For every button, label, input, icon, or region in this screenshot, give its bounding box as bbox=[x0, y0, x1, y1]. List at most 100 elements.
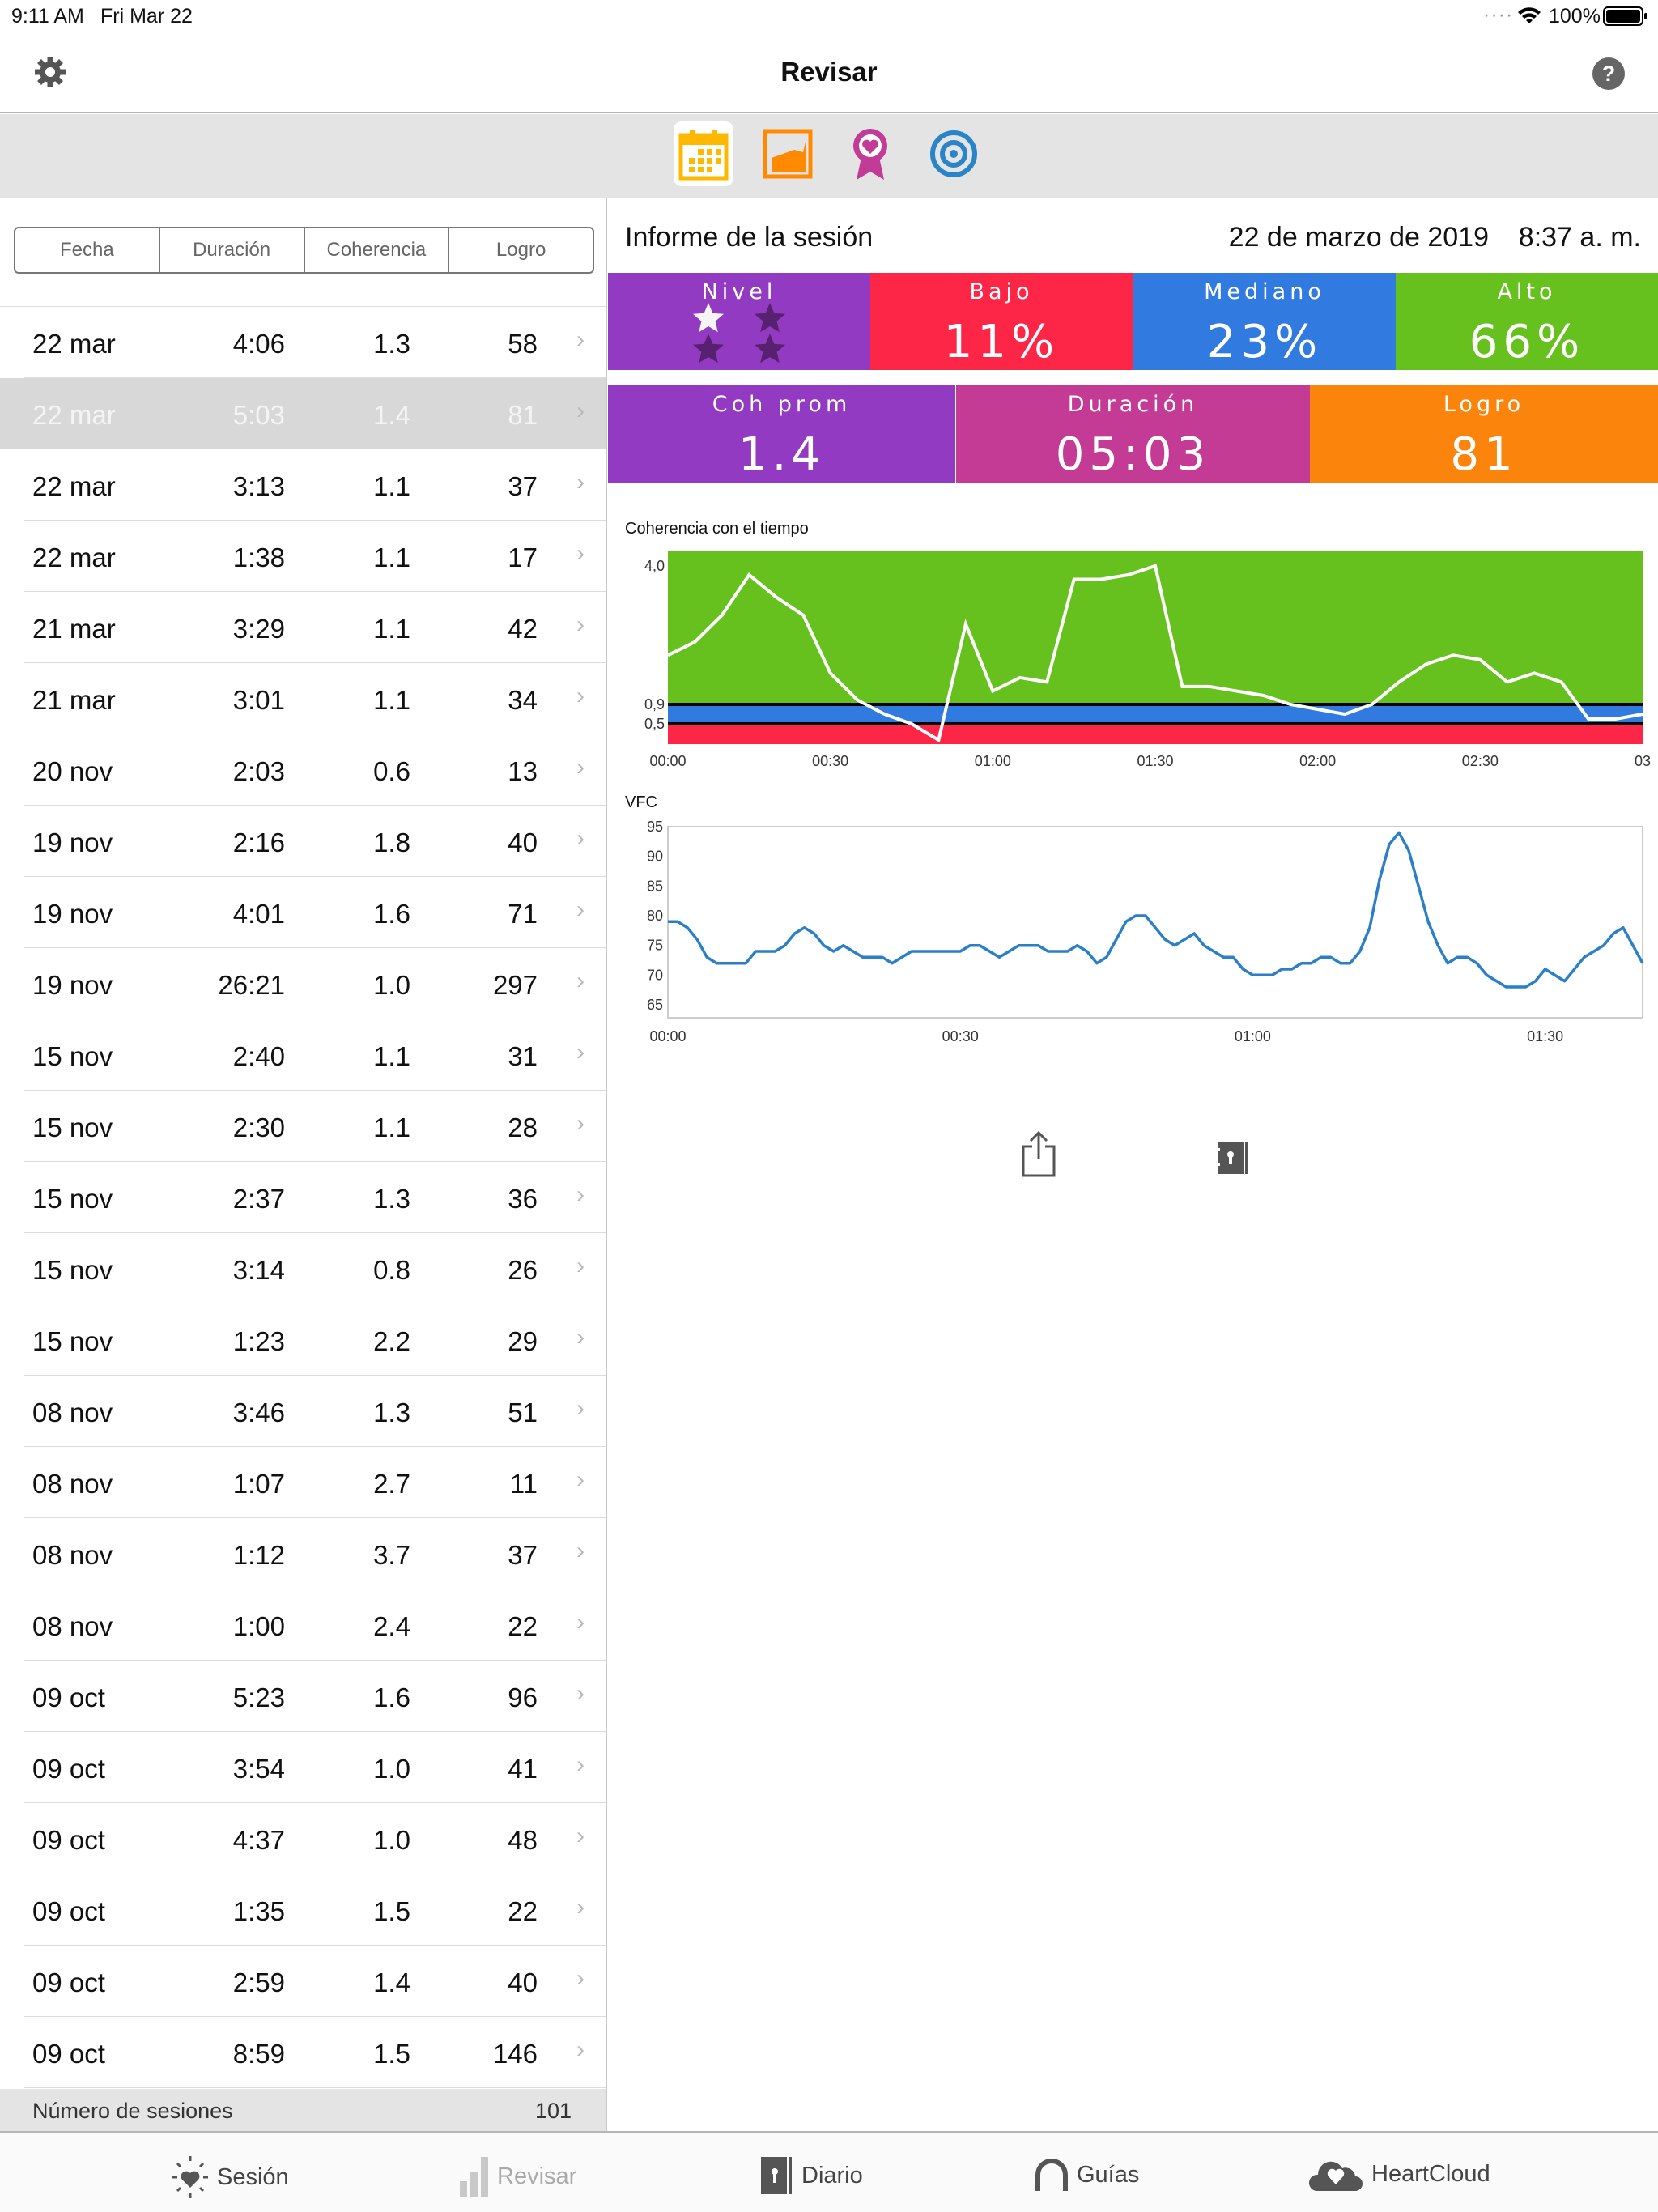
chevron-right-icon: › bbox=[576, 683, 585, 709]
award-ribbon-icon bbox=[853, 129, 887, 180]
session-coherence: 1.6 bbox=[373, 1682, 410, 1712]
high-value: 66% bbox=[1469, 316, 1585, 368]
low-value: 11% bbox=[943, 316, 1060, 368]
session-coherence: 1.3 bbox=[373, 1184, 410, 1214]
session-row[interactable]: 09 oct 4:37 1.0 48 › bbox=[0, 1803, 606, 1874]
calendar-icon bbox=[678, 130, 729, 181]
chevron-right-icon: › bbox=[576, 540, 585, 567]
chevron-right-icon: › bbox=[576, 1538, 585, 1564]
tab-review[interactable]: Revisar bbox=[458, 2155, 576, 2197]
session-date: 15 nov bbox=[32, 1326, 113, 1356]
session-row[interactable]: 19 nov 2:16 1.8 40 › bbox=[0, 806, 606, 877]
help-icon[interactable]: ? bbox=[1592, 57, 1626, 91]
session-date: 08 nov bbox=[32, 1540, 113, 1570]
session-duration: 26:21 bbox=[218, 970, 285, 1000]
session-duration: 2:37 bbox=[232, 1184, 285, 1214]
gear-icon[interactable] bbox=[32, 54, 68, 90]
chevron-right-icon: › bbox=[576, 1181, 585, 1208]
session-coherence: 3.7 bbox=[373, 1540, 410, 1570]
session-coherence: 1.1 bbox=[373, 471, 410, 501]
goals-tab[interactable] bbox=[924, 121, 984, 186]
tab-journal[interactable]: Diario bbox=[759, 2155, 863, 2196]
level-stars bbox=[693, 303, 785, 364]
session-duration: 8:59 bbox=[232, 2039, 285, 2069]
star-empty-icon bbox=[755, 303, 785, 333]
tab-heartcloud-label: HeartCloud bbox=[1371, 2160, 1490, 2187]
journal-icon[interactable] bbox=[1214, 1140, 1250, 1176]
y-tick-label: 65 bbox=[647, 997, 663, 1013]
session-coherence: 1.6 bbox=[373, 899, 410, 929]
report-time: 8:37 a. m. bbox=[1518, 222, 1641, 253]
session-row[interactable]: 08 nov 1:12 3.7 37 › bbox=[0, 1518, 606, 1589]
session-row[interactable]: 15 nov 3:14 0.8 26 › bbox=[0, 1233, 606, 1304]
session-row[interactable]: 09 oct 8:59 1.5 146 › bbox=[0, 2017, 606, 2088]
session-row[interactable]: 09 oct 2:59 1.4 40 › bbox=[0, 1946, 606, 2017]
session-row[interactable]: 09 oct 1:35 1.5 22 › bbox=[0, 1874, 606, 1946]
sort-by-duration[interactable]: Duración bbox=[160, 228, 305, 272]
x-tick-label: 01:00 bbox=[1235, 1028, 1271, 1044]
wifi-icon bbox=[1518, 7, 1541, 24]
session-coherence: 1.1 bbox=[373, 1112, 410, 1142]
high-coherence-tile: Alto 66% bbox=[1396, 273, 1658, 370]
session-row[interactable]: 08 nov 3:46 1.3 51 › bbox=[0, 1376, 606, 1447]
x-tick-label: 01:30 bbox=[1527, 1028, 1563, 1044]
trend-tab[interactable] bbox=[758, 121, 818, 186]
session-coherence: 1.1 bbox=[373, 1041, 410, 1071]
y-tick-label: 95 bbox=[647, 819, 663, 835]
chevron-right-icon: › bbox=[576, 1039, 585, 1066]
session-row[interactable]: 08 nov 1:07 2.7 11 › bbox=[0, 1447, 606, 1518]
share-icon[interactable] bbox=[1020, 1130, 1057, 1177]
session-duration: 3:14 bbox=[232, 1255, 285, 1285]
session-score: 297 bbox=[492, 970, 538, 1000]
chevron-right-icon: › bbox=[576, 825, 585, 852]
medium-coherence-tile: Mediano 23% bbox=[1133, 273, 1396, 370]
session-row[interactable]: 09 oct 5:23 1.6 96 › bbox=[0, 1661, 606, 1732]
x-tick-label: 00:00 bbox=[649, 1028, 686, 1044]
session-row[interactable]: 08 nov 1:00 2.4 22 › bbox=[0, 1589, 606, 1661]
calendar-tab[interactable] bbox=[674, 121, 733, 186]
session-row[interactable]: 21 mar 3:01 1.1 34 › bbox=[0, 663, 606, 734]
low-label: Bajo bbox=[969, 279, 1034, 304]
signal-icon: ···· bbox=[1483, 3, 1514, 26]
sort-by-coherence[interactable]: Coherencia bbox=[305, 228, 450, 272]
session-row[interactable]: 19 nov 26:21 1.0 297 › bbox=[0, 948, 606, 1019]
tab-journal-label: Diario bbox=[801, 2162, 863, 2189]
session-row[interactable]: 22 mar 4:06 1.3 58 › bbox=[0, 307, 606, 378]
session-row[interactable]: 09 oct 3:54 1.0 41 › bbox=[0, 1732, 606, 1803]
session-row[interactable]: 22 mar 5:03 1.4 81 › bbox=[0, 378, 606, 449]
session-row[interactable]: 21 mar 3:29 1.1 42 › bbox=[0, 592, 606, 663]
achievements-tab[interactable] bbox=[840, 121, 900, 186]
sort-by-date[interactable]: Fecha bbox=[15, 228, 160, 272]
session-coherence: 0.8 bbox=[373, 1255, 410, 1285]
sort-segmented-control: Fecha Duración Coherencia Logro bbox=[14, 227, 594, 274]
plot-area bbox=[667, 826, 1643, 1019]
session-date: 20 nov bbox=[32, 756, 113, 786]
session-row[interactable]: 15 nov 2:37 1.3 36 › bbox=[0, 1162, 606, 1233]
sort-by-score[interactable]: Logro bbox=[495, 239, 546, 261]
tab-guides[interactable]: Guías bbox=[1033, 2155, 1139, 2194]
session-date: 09 oct bbox=[32, 1896, 105, 1926]
session-score: 34 bbox=[508, 685, 538, 715]
session-row[interactable]: 15 nov 2:30 1.1 28 › bbox=[0, 1091, 606, 1162]
session-score: 37 bbox=[508, 1540, 538, 1570]
session-row[interactable]: 20 nov 2:03 0.6 13 › bbox=[0, 734, 606, 806]
session-duration: 4:01 bbox=[232, 899, 285, 929]
tab-heartcloud[interactable]: HeartCloud bbox=[1307, 2155, 1490, 2193]
low-band bbox=[668, 724, 1643, 744]
tab-session[interactable]: Sesión bbox=[170, 2155, 289, 2199]
session-row[interactable]: 22 mar 1:38 1.1 17 › bbox=[0, 521, 606, 592]
session-coherence: 1.0 bbox=[373, 1825, 410, 1855]
session-score: 37 bbox=[508, 471, 538, 501]
session-date: 08 nov bbox=[32, 1611, 113, 1641]
session-row[interactable]: 15 nov 1:23 2.2 29 › bbox=[0, 1304, 606, 1376]
y-tick-label: 75 bbox=[647, 938, 663, 954]
session-row[interactable]: 22 mar 3:13 1.1 37 › bbox=[0, 449, 606, 521]
session-date: 19 nov bbox=[32, 970, 113, 1000]
score-value: 81 bbox=[1450, 428, 1518, 481]
session-count-footer: Número de sesiones 101 bbox=[0, 2089, 606, 2131]
session-row[interactable]: 15 nov 2:40 1.1 31 › bbox=[0, 1019, 606, 1091]
session-list[interactable]: 22 mar 4:06 1.3 58 › 22 mar 5:03 1.4 81 › 22 mar 3:… bbox=[0, 306, 606, 2088]
session-row[interactable]: 19 nov 4:01 1.6 71 › bbox=[0, 877, 606, 948]
session-coherence: 1.1 bbox=[373, 542, 410, 572]
session-coherence: 0.6 bbox=[373, 756, 410, 786]
